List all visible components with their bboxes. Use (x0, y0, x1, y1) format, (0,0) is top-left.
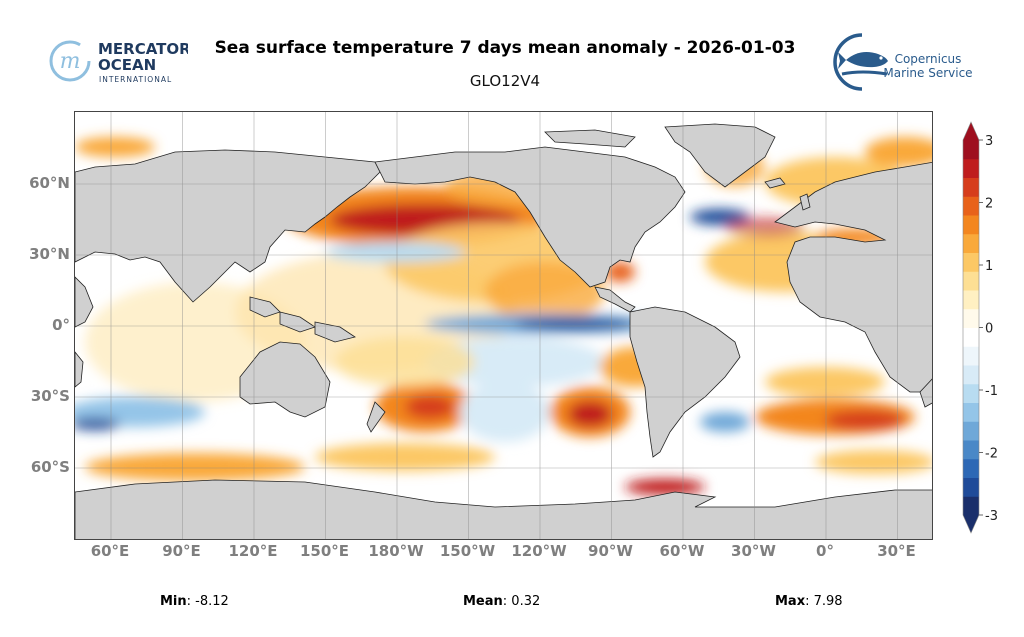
stat-max-label: Max (775, 594, 806, 609)
lon-label: 60°E (90, 542, 130, 560)
lon-label: 0° (816, 542, 834, 560)
colorbar-segment (963, 327, 979, 347)
stat-min-label: Min (160, 594, 187, 609)
mercator-ocean-logo: m MERCATOR OCEAN INTERNATIONAL (48, 37, 191, 87)
stat-min-value: : -8.12 (186, 594, 229, 609)
copernicus-marine-logo: Copernicus Marine Service (832, 30, 982, 92)
colorbar-tick-label: -1 (985, 384, 998, 399)
colorbar: 3 2 1 0 -1 -2 -3 (955, 118, 1015, 538)
colorbar-segment (963, 233, 979, 253)
lat-label: 30°S (30, 387, 70, 405)
lon-label: 150°W (439, 542, 496, 560)
colorbar-segment (963, 308, 979, 328)
fish-logo-icon: Copernicus Marine Service (833, 33, 973, 91)
stat-max-value: : 7.98 (805, 594, 843, 609)
colorbar-segment (963, 421, 979, 441)
colorbar-tick-label: 3 (985, 134, 993, 149)
colorbar-tick-label: -2 (985, 447, 998, 462)
lon-label: 120°E (228, 542, 278, 560)
lon-label: 30°E (877, 542, 916, 560)
colorbar-segment (963, 252, 979, 272)
stat-mean-value: : 0.32 (502, 594, 541, 609)
graticule (75, 112, 932, 539)
colorbar-segment (963, 496, 979, 516)
mercator-ocean-logo-icon: m MERCATOR OCEAN INTERNATIONAL (49, 40, 191, 84)
lat-label: 30°N (29, 245, 70, 263)
lon-label: 120°W (511, 542, 567, 560)
lat-label: 60°S (30, 458, 70, 476)
lat-label: 0° (52, 316, 70, 334)
map-canvas (75, 112, 932, 539)
svg-text:MERCATOR: MERCATOR (98, 40, 188, 58)
colorbar-segment (963, 196, 979, 216)
lon-label: 150°E (299, 542, 350, 560)
colorbar-segment (963, 346, 979, 366)
colorbar-segment (963, 402, 979, 422)
map-subtitle: GLO12V4 (469, 72, 541, 90)
lon-label: 30°W (731, 542, 776, 560)
svg-text:m: m (60, 49, 81, 74)
lat-label: 60°N (29, 174, 70, 192)
colorbar-segment (963, 140, 979, 160)
lon-label: 60°W (659, 542, 705, 560)
stat-min: Min: -8.12 (160, 594, 229, 609)
stat-max: Max: 7.98 (775, 594, 843, 609)
colorbar-segment (963, 440, 979, 460)
lon-label: 180°W (368, 542, 424, 560)
colorbar-tick-label: -3 (985, 509, 998, 524)
svg-text:Marine Service: Marine Service (883, 66, 972, 80)
svg-text:Copernicus: Copernicus (895, 52, 962, 66)
svg-text:OCEAN: OCEAN (98, 56, 156, 74)
colorbar-tick-label: 1 (985, 259, 993, 274)
svg-text:INTERNATIONAL: INTERNATIONAL (99, 75, 172, 84)
colorbar-scale: 3 2 1 0 -1 -2 -3 (962, 121, 998, 534)
stat-mean: Mean: 0.32 (463, 594, 540, 609)
colorbar-tick-label: 2 (985, 197, 993, 212)
lon-label: 90°W (588, 542, 633, 560)
land-layer (75, 123, 932, 539)
colorbar-segment (963, 215, 979, 235)
colorbar-segment (963, 365, 979, 385)
sst-anomaly-map[interactable] (74, 111, 933, 540)
colorbar-tick-label: 0 (985, 322, 993, 337)
colorbar-segment (963, 477, 979, 497)
colorbar-extend-max (963, 122, 979, 140)
colorbar-segment (963, 383, 979, 403)
colorbar-segment (963, 271, 979, 291)
colorbar-segment (963, 158, 979, 178)
stat-mean-label: Mean (463, 594, 503, 609)
colorbar-segment (963, 458, 979, 478)
colorbar-extend-min (963, 515, 979, 533)
colorbar-segment (963, 290, 979, 310)
lon-label: 90°E (162, 542, 201, 560)
map-title: Sea surface temperature 7 days mean anom… (214, 38, 796, 58)
colorbar-segment (963, 177, 979, 197)
